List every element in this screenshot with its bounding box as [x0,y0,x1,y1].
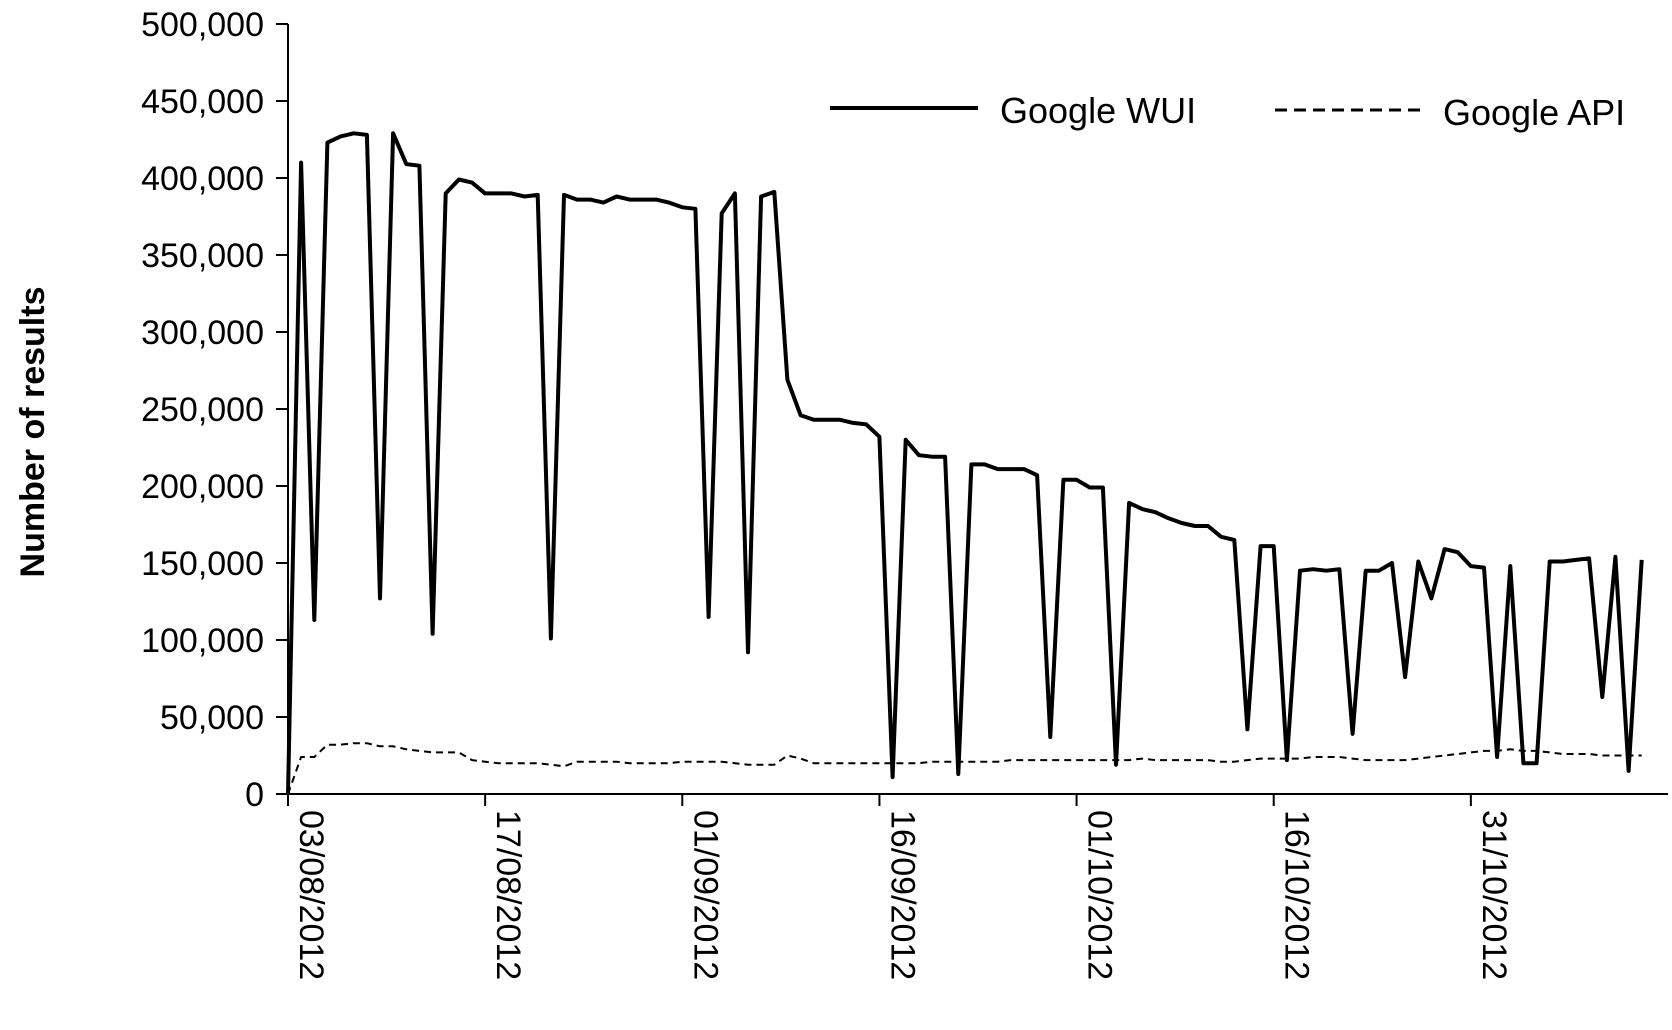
x-tick-label: 17/08/2012 [489,810,527,980]
y-tick-label: 400,000 [141,160,264,198]
x-axis: 03/08/2012 17/08/2012 01/09/2012 16/09/2012… [287,793,1668,980]
series-line-google-api [287,742,1642,795]
y-axis: 0 50,000 100,000 150,000 200,000 250,000 300,0… [141,6,289,814]
y-tick-label: 500,000 [141,6,264,44]
y-tick-label: 450,000 [141,83,264,121]
legend: Google WUI Google API [830,90,1625,133]
legend-label-google-api: Google API [1443,92,1625,133]
y-axis-title: Number of results [14,287,52,578]
y-tick-label: 0 [245,776,264,814]
series-line-google-wui [286,131,1644,795]
x-tick-label: 01/10/2012 [1081,810,1119,980]
series-group [286,131,1644,795]
x-tick-label: 16/10/2012 [1278,810,1316,980]
y-tick-label: 200,000 [141,468,264,506]
legend-label-google-wui: Google WUI [1000,90,1196,131]
x-tick-label: 16/09/2012 [883,810,921,980]
y-tick-label: 350,000 [141,237,264,275]
y-tick-label: 150,000 [141,545,264,583]
x-tick-label: 01/09/2012 [686,810,724,980]
x-tick-label: 31/10/2012 [1475,810,1513,980]
y-tick-label: 250,000 [141,391,264,429]
y-tick-label: 300,000 [141,314,264,352]
y-tick-label: 100,000 [141,622,264,660]
y-tick-label: 50,000 [160,699,264,737]
x-tick-label: 03/08/2012 [292,810,330,980]
